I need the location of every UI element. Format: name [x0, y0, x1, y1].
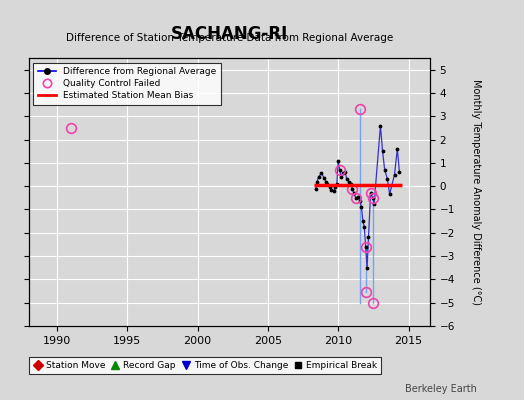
Y-axis label: Monthly Temperature Anomaly Difference (°C): Monthly Temperature Anomaly Difference (… — [472, 79, 482, 305]
Title: SACHANG-RI: SACHANG-RI — [171, 24, 288, 42]
Legend: Station Move, Record Gap, Time of Obs. Change, Empirical Break: Station Move, Record Gap, Time of Obs. C… — [29, 357, 381, 374]
Text: Berkeley Earth: Berkeley Earth — [405, 384, 477, 394]
Text: Difference of Station Temperature Data from Regional Average: Difference of Station Temperature Data f… — [66, 33, 393, 43]
